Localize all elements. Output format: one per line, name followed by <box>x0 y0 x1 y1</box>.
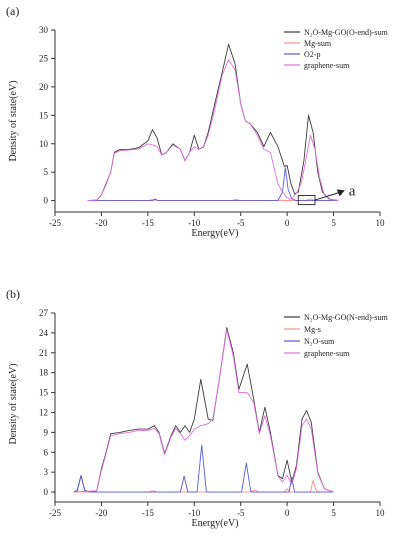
x-tick-label: -10 <box>188 508 200 518</box>
y-tick-label: 24 <box>39 328 49 338</box>
y-tick-label: 0 <box>44 196 49 206</box>
series-line-0 <box>87 43 339 202</box>
x-tick-label: 5 <box>331 508 336 518</box>
series-line-3 <box>87 59 339 202</box>
x-tick-label: -5 <box>237 508 245 518</box>
x-tick-label: -20 <box>95 218 107 228</box>
y-tick-label: 15 <box>39 388 49 398</box>
x-tick-label: 5 <box>331 218 336 228</box>
y-tick-label: 20 <box>39 82 49 92</box>
y-tick-label: 15 <box>39 110 49 120</box>
series-line-1 <box>87 198 339 202</box>
y-tick-label: 30 <box>39 25 49 35</box>
panel-label: (a) <box>6 4 19 18</box>
y-tick-label: 9 <box>44 427 49 437</box>
annotation-arrow-head <box>336 189 345 197</box>
y-tick-label: 5 <box>44 167 49 177</box>
x-tick-label: 10 <box>376 508 386 518</box>
x-tick-label: -20 <box>95 508 107 518</box>
y-tick-label: 0 <box>44 487 49 497</box>
x-tick-label: -10 <box>188 218 200 228</box>
x-tick-label: 0 <box>285 218 290 228</box>
x-tick-label: 0 <box>285 508 290 518</box>
x-tick-label: -25 <box>49 508 61 518</box>
x-tick-label: -15 <box>142 508 154 518</box>
series-line-3 <box>73 329 334 493</box>
panel-label: (b) <box>6 287 20 301</box>
x-tick-label: 10 <box>376 218 386 228</box>
legend-entry: O2-p <box>304 50 320 59</box>
y-tick-label: 6 <box>44 447 49 457</box>
x-axis-label: Energy(eV) <box>191 228 238 239</box>
legend-entry: graphene-sum <box>304 349 350 358</box>
y-tick-label: 18 <box>39 368 49 378</box>
legend-entry: N₂O-sum <box>304 337 335 346</box>
y-tick-label: 27 <box>39 308 49 318</box>
y-axis-label: Density of state(eV) <box>8 80 19 161</box>
x-tick-label: -5 <box>237 218 245 228</box>
x-tick-label: -15 <box>142 218 154 228</box>
annotation-label: a <box>349 183 356 199</box>
y-tick-label: 10 <box>39 139 49 149</box>
legend-entry: N₂O-Mg-GO(N-end)-sum <box>304 313 388 322</box>
x-axis-label: Energy(eV) <box>191 518 238 529</box>
y-tick-label: 3 <box>44 467 49 477</box>
y-tick-label: 25 <box>39 53 49 63</box>
y-tick-label: 12 <box>39 407 48 417</box>
legend-entry: Mg-s <box>304 325 321 334</box>
series-line-2 <box>73 444 334 493</box>
y-axis-label: Density of state(eV) <box>8 363 19 444</box>
legend-entry: N₂O-Mg-GO(O-end)-sum <box>304 28 388 37</box>
y-tick-label: 21 <box>39 348 48 358</box>
annotation-arrow-line <box>314 191 340 201</box>
annotation-box <box>297 195 316 206</box>
x-tick-label: -25 <box>49 218 61 228</box>
legend-entry: Mg-sum <box>304 39 332 48</box>
legend-entry: graphene-sum <box>304 61 350 70</box>
